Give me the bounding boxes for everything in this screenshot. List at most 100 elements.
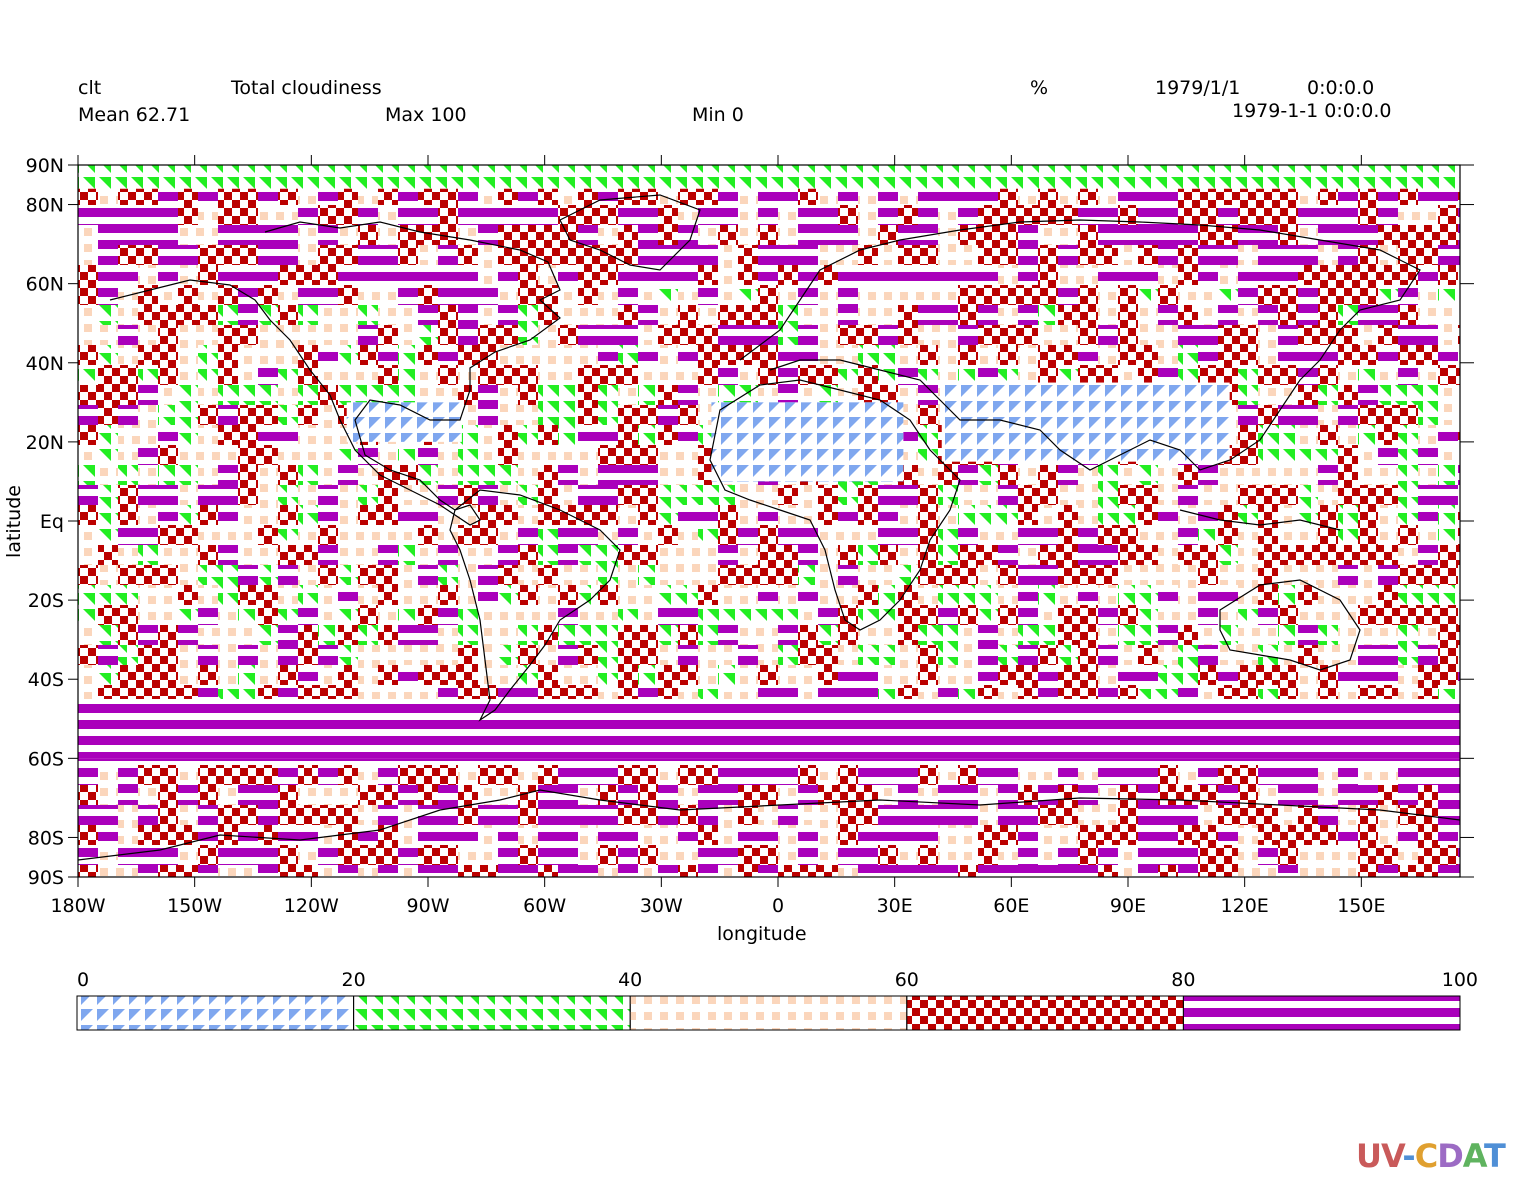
cloud-cell <box>1338 365 1358 385</box>
cloud-cell <box>258 465 278 485</box>
cloud-cell <box>878 665 898 685</box>
cloud-cell <box>658 485 678 505</box>
cloud-cell <box>658 525 678 545</box>
cloud-cell <box>1258 205 1278 225</box>
cloud-cell <box>938 845 958 865</box>
cloud-cell <box>358 285 378 305</box>
cloud-cell <box>338 245 358 265</box>
cloud-cell <box>158 225 178 245</box>
cloud-cell <box>1038 325 1058 345</box>
cloud-cell <box>258 365 278 385</box>
lon-ticks: 180W 150W 120W 90W 60W 30W 0 30E 60E 90E 120E 150E <box>50 155 1385 917</box>
cloud-cell <box>998 605 1018 625</box>
cloud-cell <box>1258 305 1278 325</box>
cloud-cell <box>1218 645 1238 665</box>
cloud-cell <box>1418 805 1438 825</box>
cloud-cell <box>658 605 678 625</box>
cloud-cell <box>598 285 618 305</box>
cloud-cell <box>1178 285 1198 305</box>
cloud-cell <box>338 585 358 605</box>
cloud-cell <box>498 465 518 485</box>
cloud-cell <box>1278 405 1298 425</box>
cloud-cell <box>138 185 158 205</box>
cloud-cell <box>358 465 378 485</box>
cloud-cell <box>1078 305 1098 325</box>
cloud-cell <box>1018 365 1038 385</box>
cloud-cell <box>1298 245 1318 265</box>
cloud-cell <box>1098 465 1118 485</box>
cloud-cell <box>1158 345 1178 365</box>
cloud-cell <box>1198 765 1218 785</box>
cloud-cell <box>1158 525 1178 545</box>
cloud-cell <box>1238 765 1258 785</box>
cloud-cell <box>1138 225 1158 245</box>
cloud-cell <box>738 645 758 665</box>
cloud-cell <box>798 365 818 385</box>
cloud-cell <box>1098 185 1118 205</box>
cloud-cell <box>558 425 578 445</box>
cloud-cell <box>738 625 758 645</box>
cloud-cell <box>1098 505 1118 525</box>
cloud-cell <box>98 425 118 445</box>
cloud-cell <box>898 305 918 325</box>
cloud-cell <box>538 365 558 385</box>
cloud-cell <box>1018 505 1038 525</box>
cloud-cell <box>958 265 978 285</box>
cloud-cell <box>378 505 398 525</box>
cloud-cell <box>1178 485 1198 505</box>
cloud-cell <box>738 785 758 805</box>
cloud-cell <box>818 285 838 305</box>
cloud-cell <box>598 345 618 365</box>
cloud-cell <box>1118 465 1138 485</box>
cloud-cell <box>1018 645 1038 665</box>
cloud-cell <box>1158 325 1178 345</box>
cloud-cell <box>618 205 638 225</box>
cloud-cell <box>1418 265 1438 285</box>
cloud-cell <box>258 545 278 565</box>
cloud-cell <box>578 225 598 245</box>
cloud-cell <box>158 605 178 625</box>
cloud-cell <box>278 505 298 525</box>
cloud-cell <box>918 465 938 485</box>
cloud-cell <box>1458 765 1460 785</box>
cloud-cell <box>1078 765 1098 785</box>
cloud-cell <box>218 225 238 245</box>
cloud-cell <box>938 365 958 385</box>
cloud-cell <box>998 585 1018 605</box>
cloud-cell <box>818 265 838 285</box>
cloud-cell <box>658 325 678 345</box>
cloud-cell <box>478 225 498 245</box>
cloud-cell <box>898 605 918 625</box>
cloud-cell <box>438 185 458 205</box>
cloud-cell <box>118 345 138 365</box>
cloud-cell <box>438 785 458 805</box>
cloud-cell <box>558 665 578 685</box>
cloud-cell <box>1258 825 1278 845</box>
cloud-cell <box>438 245 458 265</box>
cloud-cell <box>1378 585 1398 605</box>
cloud-cell <box>238 205 258 225</box>
cloud-cell <box>1098 305 1118 325</box>
lon-tick-label: 60E <box>993 895 1029 917</box>
cloud-cell <box>578 645 598 665</box>
cloud-cell <box>498 205 518 225</box>
cloud-cell <box>1378 485 1398 505</box>
cloud-cell <box>318 645 338 665</box>
cloud-cell <box>1418 445 1438 465</box>
cloud-cell <box>238 845 258 865</box>
cloud-cell <box>298 765 318 785</box>
cloud-cell <box>518 405 538 425</box>
cloud-cell <box>718 305 738 325</box>
cloud-cell <box>1098 605 1118 625</box>
cloud-cell <box>1218 345 1238 365</box>
cloud-cell <box>1098 285 1118 305</box>
cloud-cell <box>178 765 198 785</box>
cloud-cell <box>1458 625 1460 645</box>
cloud-cell <box>78 185 98 205</box>
cloud-cell <box>578 625 598 645</box>
cloud-cell <box>838 805 858 825</box>
cloud-cell <box>678 205 698 225</box>
cloud-cell <box>398 625 418 645</box>
legend-level-label: 40 <box>618 969 642 991</box>
cloud-cell <box>798 205 818 225</box>
